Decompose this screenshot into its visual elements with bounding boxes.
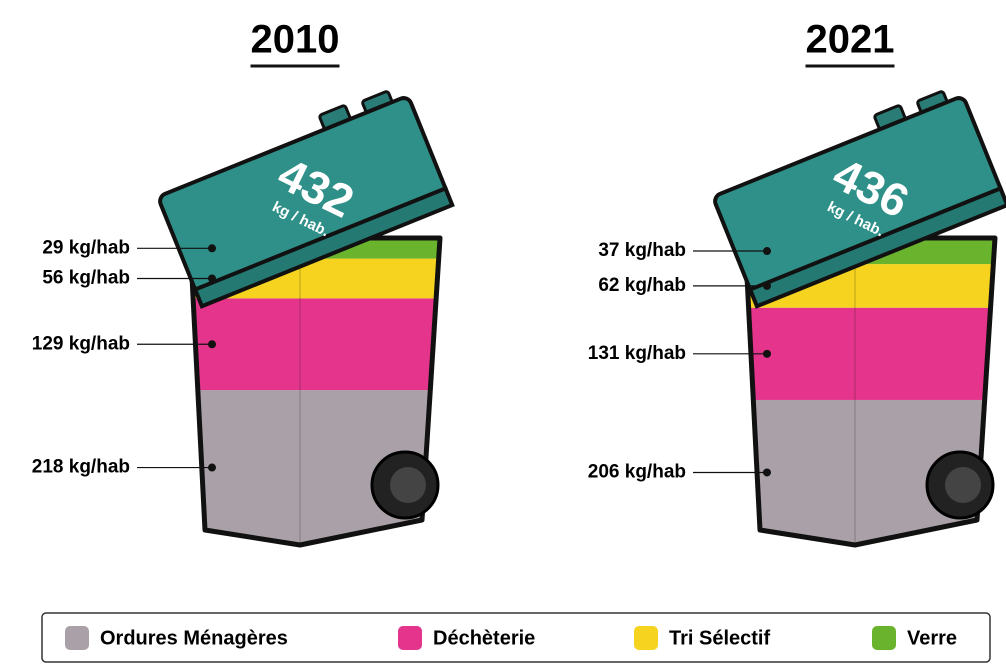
legend-label: Ordures Ménagères xyxy=(100,627,288,649)
leader-dot xyxy=(208,464,216,472)
legend-label: Déchèterie xyxy=(433,627,535,649)
value-label: 37 kg/hab xyxy=(598,240,686,261)
leader-dot xyxy=(208,244,216,252)
bin-segment xyxy=(740,308,1000,400)
wheel-hub xyxy=(390,467,426,503)
leader-dot xyxy=(763,468,771,476)
chart-title: 2010 xyxy=(251,18,340,62)
legend-label: Verre xyxy=(907,627,957,649)
leader-dot xyxy=(208,275,216,283)
chart-title: 2021 xyxy=(806,18,895,62)
wheel-hub xyxy=(945,467,981,503)
value-label: 56 kg/hab xyxy=(42,268,130,289)
legend-label: Tri Sélectif xyxy=(669,627,770,649)
value-label: 131 kg/hab xyxy=(588,343,686,364)
value-label: 29 kg/hab xyxy=(42,237,130,258)
leader-dot xyxy=(763,247,771,255)
legend-swatch xyxy=(398,626,422,650)
leader-dot xyxy=(763,350,771,358)
legend-swatch xyxy=(634,626,658,650)
value-label: 206 kg/hab xyxy=(588,461,686,482)
value-label: 62 kg/hab xyxy=(598,275,686,296)
value-label: 218 kg/hab xyxy=(32,457,130,478)
value-label: 129 kg/hab xyxy=(32,333,130,354)
infographic: Ordures Ménagères Déchèterie Tri Sélectif V… xyxy=(0,0,1006,664)
legend-swatch xyxy=(65,626,89,650)
leader-dot xyxy=(208,340,216,348)
legend-swatch xyxy=(872,626,896,650)
bin-segment xyxy=(185,298,445,390)
leader-dot xyxy=(763,282,771,290)
